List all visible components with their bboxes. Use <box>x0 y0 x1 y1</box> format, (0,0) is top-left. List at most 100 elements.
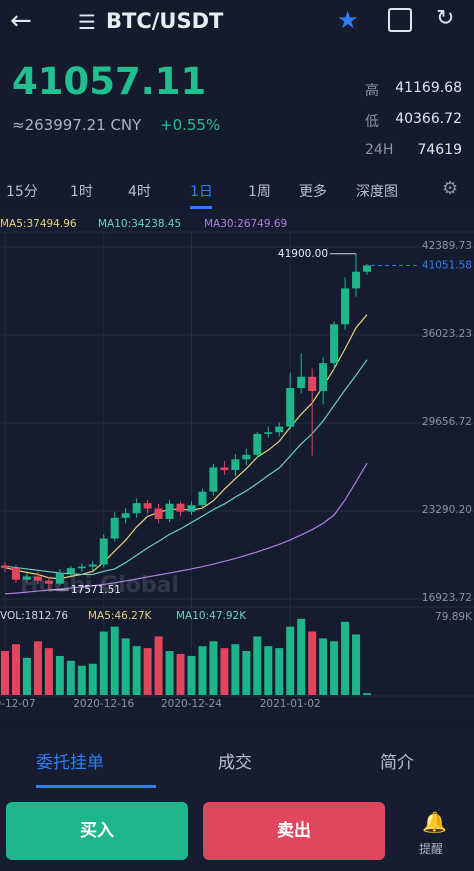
candle-body <box>187 505 196 512</box>
candle-body <box>220 467 229 471</box>
volume-bar <box>286 626 295 695</box>
volume-bar <box>198 646 207 695</box>
candle-body <box>198 491 207 506</box>
stat-value: 40366.72 <box>395 111 462 127</box>
back-button[interactable]: ← <box>10 6 32 36</box>
candle-body <box>33 576 42 581</box>
buy-button[interactable]: 买入 <box>6 802 188 860</box>
ma-line <box>4 314 368 580</box>
stat-value: 41169.68 <box>395 80 462 96</box>
alert-label: 提醒 <box>419 842 444 856</box>
volume-bar <box>66 660 75 695</box>
volume-bar <box>165 651 174 695</box>
period-tab[interactable]: 1周 <box>248 184 271 200</box>
sell-button[interactable]: 卖出 <box>203 802 385 860</box>
candle-body <box>319 363 328 392</box>
candle-body <box>341 288 350 325</box>
y-tick-label: 23290.20 <box>422 504 472 516</box>
volume-bar <box>352 634 361 695</box>
candle-body <box>330 324 339 364</box>
max-label: 41900.00 <box>278 248 328 260</box>
volume-bar <box>110 626 119 695</box>
volume-bar <box>330 641 339 695</box>
bell-icon[interactable]: 🔔 <box>422 810 447 834</box>
candle-body <box>1 565 9 568</box>
x-tick-label: 2020-12-24 <box>161 698 222 710</box>
volume-bar <box>341 621 350 695</box>
volume-bar <box>33 641 42 695</box>
screenshot-icon[interactable] <box>388 8 412 32</box>
stat-label: 高 <box>365 83 379 99</box>
candle-body <box>275 426 284 433</box>
stat-label: 24H <box>365 142 394 158</box>
bottom-tab[interactable]: 委托挂单 <box>36 753 104 773</box>
period-tab[interactable]: 4时 <box>128 184 151 200</box>
volume-bar <box>209 641 218 695</box>
volume-bar <box>99 631 108 695</box>
volume-bar <box>44 648 53 695</box>
candle-body <box>22 576 31 580</box>
candle-body <box>286 388 295 427</box>
volume-bar <box>22 657 31 695</box>
candle-body <box>363 265 372 272</box>
last-price-label: 41051.58 <box>422 260 472 272</box>
volume-bar <box>176 653 185 695</box>
volume-bar <box>297 618 306 695</box>
candle-body <box>308 376 317 392</box>
candle-body <box>55 573 64 584</box>
period-tab[interactable]: 1时 <box>70 184 93 200</box>
period-tab[interactable]: 深度图 <box>356 184 398 200</box>
tab-underline <box>190 206 212 209</box>
refresh-icon[interactable]: ↻ <box>436 6 455 31</box>
candle-body <box>11 567 20 580</box>
y-tick-label: 29656.72 <box>422 416 472 428</box>
candle-body <box>352 271 361 289</box>
bottom-tab[interactable]: 成交 <box>218 753 252 773</box>
volume-bar <box>88 663 97 695</box>
candle-body <box>154 508 163 519</box>
volume-bar <box>231 644 240 695</box>
cny-price: ≈263997.21 CNY <box>12 116 142 134</box>
period-tab[interactable]: 15分 <box>6 184 38 200</box>
volume-bar <box>242 651 251 695</box>
volume-bar <box>143 648 152 695</box>
candle-body <box>66 568 75 574</box>
last-price: 41057.11 <box>12 60 207 103</box>
volume-bar <box>154 636 163 695</box>
legend-entry: MA5:37494.96 <box>0 218 77 230</box>
ma-line <box>4 462 368 595</box>
volume-bar <box>275 648 284 695</box>
candle-body <box>209 467 218 492</box>
period-tab[interactable]: 1日 <box>190 184 213 200</box>
candle-body <box>165 503 174 519</box>
volume-tick-label: 79.89K <box>435 611 473 623</box>
candle-body <box>242 454 251 460</box>
volume-legend: VOL:1812.76 <box>0 610 68 622</box>
candle-body <box>121 513 130 518</box>
y-tick-label: 42389.73 <box>422 240 472 252</box>
change-percent: +0.55% <box>160 116 221 134</box>
favorite-star[interactable]: ★ <box>337 6 359 34</box>
volume-bar <box>264 646 273 695</box>
volume-bar <box>220 648 229 695</box>
bottom-tab[interactable]: 简介 <box>380 753 414 773</box>
y-tick-label: 36023.23 <box>422 328 472 340</box>
legend-entry: MA10:34238.45 <box>98 218 181 230</box>
volume-bar <box>187 655 196 695</box>
x-tick-label: 2021-01-02 <box>260 698 321 710</box>
candle-body <box>176 503 185 512</box>
volume-bar <box>121 638 130 695</box>
pair-title: BTC/USDT <box>106 9 224 33</box>
volume-legend: MA10:47.92K <box>176 610 247 622</box>
period-tab[interactable]: 更多 <box>299 184 327 200</box>
settings-icon[interactable]: ⚙ <box>442 178 459 199</box>
candle-body <box>132 503 141 514</box>
menu-icon[interactable]: ☰ <box>78 10 96 34</box>
candle-body <box>297 376 306 389</box>
legend-entry: MA30:26749.69 <box>204 218 287 230</box>
candle-body <box>44 580 53 584</box>
volume-bar <box>1 651 9 695</box>
candle-body <box>264 432 273 434</box>
